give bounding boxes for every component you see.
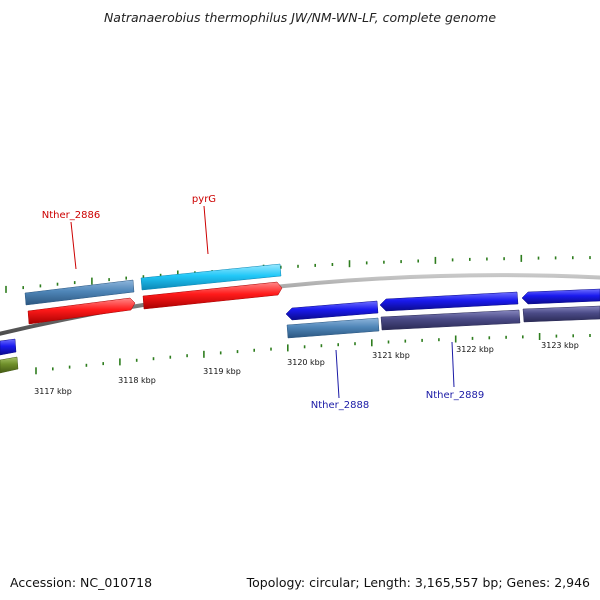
gene-nther-2886-steel[interactable]	[24, 279, 135, 306]
tick-label-3118: 3118 kbp	[118, 376, 156, 385]
gene-nther-2886-red[interactable]	[27, 297, 136, 325]
genome-stats-text: Topology: circular; Length: 3,165,557 bp…	[246, 575, 590, 590]
gene-nther-2889-blue[interactable]	[379, 291, 519, 312]
gene-pyrg-cyan[interactable]	[140, 263, 282, 291]
gene-pyrg-red[interactable]	[142, 281, 283, 310]
forward-genes	[24, 263, 283, 325]
gene-label-nther-2886[interactable]: Nther_2886	[42, 210, 100, 221]
gene-left-blue[interactable]	[0, 338, 17, 356]
leader-nther-2889	[451, 341, 455, 388]
gene-label-nther-2888[interactable]: Nther_2888	[311, 400, 369, 411]
tick-label-3120: 3120 kbp	[287, 358, 325, 367]
tick-label-3119: 3119 kbp	[203, 367, 241, 376]
gene-nther-2889-slate[interactable]	[380, 309, 521, 331]
tick-label-3123: 3123 kbp	[541, 341, 579, 350]
leader-pyrg	[203, 205, 209, 255]
tick-labels: 3117 kbp 3118 kbp 3119 kbp 3120 kbp 3121…	[34, 341, 579, 396]
gene-right-slate[interactable]	[522, 305, 600, 323]
leader-nther-2888	[335, 349, 340, 399]
inner-tick-marks	[35, 333, 591, 375]
tick-label-3121: 3121 kbp	[372, 351, 410, 360]
gene-labels: Nther_2886 pyrG Nther_2888 Nther_2889	[42, 194, 484, 411]
map-title: Natranaerobius thermophilus JW/NM-WN-LF,…	[103, 10, 497, 25]
accession-text: Accession: NC_010718	[10, 575, 153, 590]
leader-nther-2886	[70, 221, 77, 270]
gene-label-nther-2889[interactable]: Nther_2889	[426, 390, 484, 401]
reverse-genes	[0, 288, 600, 374]
gene-nther-2888-steel[interactable]	[286, 317, 380, 339]
tick-label-3122: 3122 kbp	[456, 345, 494, 354]
gene-right-blue[interactable]	[521, 288, 600, 305]
tick-label-3117: 3117 kbp	[34, 387, 72, 396]
gene-nther-2888-blue[interactable]	[285, 300, 379, 321]
gene-left-olive[interactable]	[0, 356, 19, 374]
gene-label-pyrg[interactable]: pyrG	[192, 194, 216, 205]
